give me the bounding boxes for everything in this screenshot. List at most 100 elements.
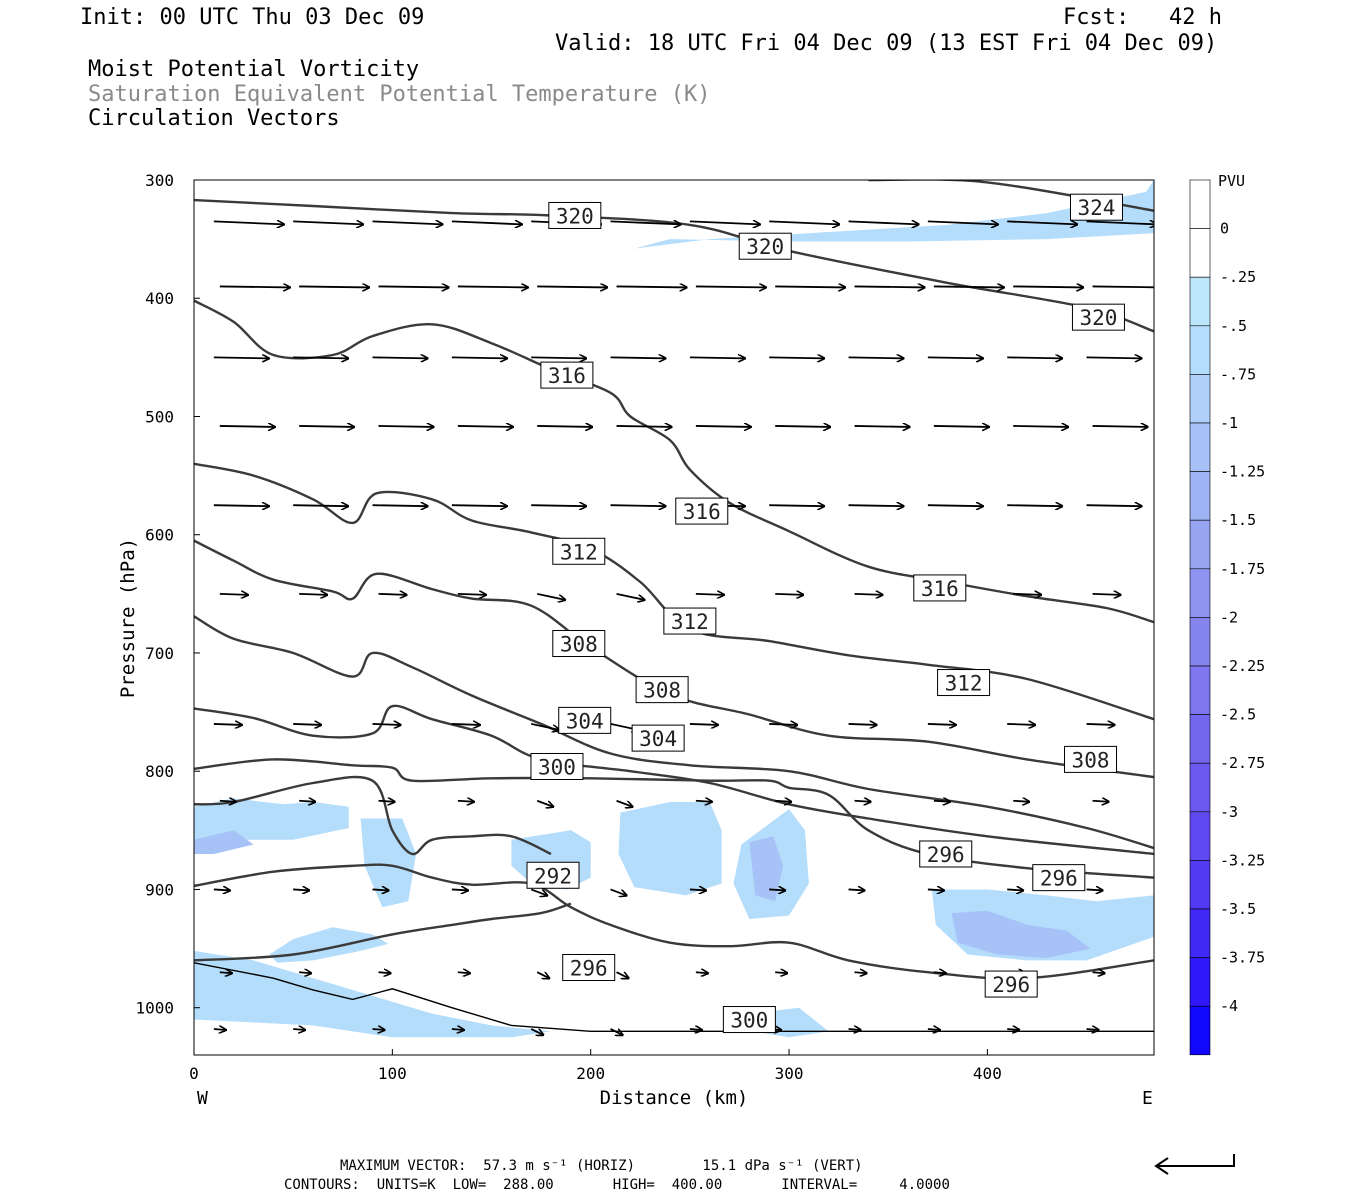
contour-label-text: 308 bbox=[1072, 748, 1110, 772]
circulation-vector bbox=[1007, 889, 1023, 890]
west-label: W bbox=[197, 1088, 208, 1109]
circulation-vector bbox=[299, 426, 354, 427]
y-tick-label: 300 bbox=[145, 171, 174, 190]
circulation-vector bbox=[213, 505, 269, 506]
contour-label-text: 312 bbox=[671, 610, 709, 634]
colorbar-swatch bbox=[1189, 568, 1211, 618]
contour-label-text: 320 bbox=[556, 204, 594, 228]
circulation-vector bbox=[299, 801, 315, 802]
x-tick-label: 100 bbox=[378, 1064, 407, 1083]
contour-label-box bbox=[1069, 193, 1123, 221]
circulation-vector bbox=[616, 592, 645, 600]
plot-frame bbox=[193, 179, 1155, 1056]
circulation-vector bbox=[616, 971, 629, 978]
circulation-vector bbox=[372, 221, 443, 224]
circulation-vector bbox=[1092, 285, 1154, 289]
circulation-vector bbox=[1007, 1029, 1019, 1030]
circulation-vector bbox=[1092, 426, 1148, 427]
contour-labels-layer: 324 320 320 320 316 316 316 312 312 312 308 308 308 3… bbox=[526, 193, 1125, 1034]
circulation-vector bbox=[457, 801, 474, 802]
colorbar-swatch bbox=[1189, 276, 1211, 327]
field-title-vectors: Circulation Vectors bbox=[88, 106, 340, 131]
circulation-vector bbox=[927, 889, 944, 890]
contour-label-box bbox=[919, 840, 973, 868]
circulation-vector bbox=[616, 426, 672, 427]
contour-label-text: 304 bbox=[566, 709, 604, 733]
pv-shade-region bbox=[749, 836, 784, 902]
contour-label-text: 296 bbox=[570, 957, 608, 981]
contour-label: 308 bbox=[552, 630, 606, 658]
valid-time: Valid: 18 UTC Fri 04 Dec 09 (13 EST Fri … bbox=[555, 31, 1218, 56]
circulation-vector bbox=[927, 724, 956, 725]
colorbar-swatch bbox=[1189, 519, 1211, 570]
east-label: E bbox=[1142, 1088, 1153, 1109]
circulation-vector bbox=[848, 1029, 861, 1030]
circulation-vector bbox=[689, 1029, 702, 1030]
contour-label-text: 320 bbox=[746, 235, 784, 259]
circulation-vector bbox=[219, 286, 290, 287]
y-tick-label: 1000 bbox=[135, 999, 174, 1018]
contour-info: CONTOURS: UNITS=K LOW= 288.00 HIGH= 400.… bbox=[284, 1177, 950, 1193]
circulation-vector bbox=[775, 594, 803, 595]
circulation-vector bbox=[213, 221, 284, 224]
circulation-vector bbox=[933, 801, 950, 802]
contour-label-box bbox=[552, 537, 606, 565]
circulation-vector bbox=[219, 426, 275, 427]
contour-label-box bbox=[552, 630, 606, 658]
x-tick-label: 400 bbox=[973, 1064, 1002, 1083]
contour-label-text: 312 bbox=[560, 540, 598, 564]
circulation-vector bbox=[854, 972, 867, 973]
x-tick-label: 300 bbox=[775, 1064, 804, 1083]
theta-es-contour bbox=[194, 299, 1154, 624]
circulation-vector bbox=[689, 724, 718, 725]
circulation-vector bbox=[531, 505, 586, 506]
circulation-vector bbox=[1086, 889, 1103, 890]
pv-shade-region bbox=[194, 950, 551, 1038]
circulation-vector bbox=[531, 723, 559, 730]
circulation-vector bbox=[378, 426, 434, 427]
circulation-vector bbox=[927, 1029, 940, 1030]
contour-label: 316 bbox=[675, 497, 729, 525]
colorbar-label: -.5 bbox=[1220, 317, 1247, 335]
colorbar-label: -2 bbox=[1220, 608, 1238, 626]
colorbar-swatch bbox=[1189, 665, 1211, 715]
colorbar-label: -2.25 bbox=[1220, 657, 1265, 675]
contour-label-box bbox=[675, 497, 729, 525]
contour-label-box bbox=[937, 669, 991, 697]
colorbar-swatch bbox=[1189, 617, 1211, 667]
contour-label: 316 bbox=[540, 361, 594, 389]
circulation-vector bbox=[293, 724, 321, 725]
circulation-vector bbox=[695, 594, 724, 595]
circulation-vector bbox=[213, 889, 230, 890]
circulation-vector bbox=[1007, 357, 1062, 358]
circulation-vector bbox=[213, 724, 242, 725]
circulation-vector bbox=[451, 1029, 464, 1030]
circulation-vector bbox=[1086, 505, 1142, 506]
circulation-vector bbox=[1013, 801, 1029, 802]
colorbar-label: -1.5 bbox=[1220, 511, 1256, 529]
circulation-vector bbox=[616, 799, 633, 807]
circulation-vector bbox=[769, 889, 785, 890]
colorbar-label: -2.5 bbox=[1220, 706, 1256, 724]
colorbar-title: PVU bbox=[1218, 172, 1245, 190]
circulation-vector bbox=[293, 1029, 305, 1030]
colorbar-swatch bbox=[1189, 714, 1211, 764]
circulation-vector bbox=[1092, 594, 1121, 595]
circulation-vector bbox=[610, 888, 627, 895]
colorbar-swatch bbox=[1189, 179, 1211, 229]
circulation-vector bbox=[769, 221, 839, 224]
circulation-vector bbox=[610, 357, 666, 358]
circulation-vector bbox=[769, 505, 824, 506]
circulation-vector bbox=[769, 724, 797, 725]
contour-label: 320 bbox=[1071, 303, 1125, 331]
circulation-vector bbox=[457, 286, 528, 287]
circulation-vector bbox=[1007, 724, 1035, 725]
circulation-vector bbox=[293, 221, 363, 224]
circulation-vector bbox=[695, 286, 766, 287]
contour-label: 296 bbox=[919, 840, 973, 868]
circulation-vector bbox=[378, 801, 395, 802]
circulation-vector bbox=[457, 972, 470, 973]
circulation-vector bbox=[299, 594, 327, 595]
contour-label: 300 bbox=[722, 1006, 776, 1034]
y-tick-label: 900 bbox=[145, 880, 174, 899]
